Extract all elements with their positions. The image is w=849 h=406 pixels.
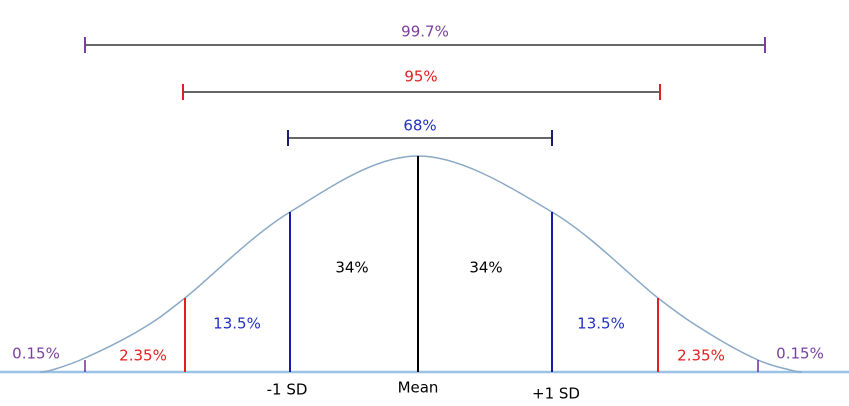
- region-label: 0.15%: [12, 345, 60, 363]
- bracket-label: 68%: [403, 117, 436, 135]
- region-label: 34%: [469, 259, 502, 277]
- region-label: 0.15%: [776, 345, 824, 363]
- region-label: 13.5%: [213, 315, 261, 333]
- region-label: 2.35%: [677, 347, 725, 365]
- bracket: 68%: [287, 117, 553, 146]
- bracket-label: 95%: [404, 68, 437, 86]
- axis-label: -1 SD: [267, 381, 308, 399]
- region-label: 13.5%: [577, 315, 625, 333]
- region-label: 34%: [335, 259, 368, 277]
- bracket-label: 99.7%: [401, 23, 449, 41]
- axis-label: Mean: [398, 379, 439, 397]
- region-label: 2.35%: [119, 347, 167, 365]
- axis-label: +1 SD: [532, 385, 580, 403]
- bracket: 99.7%: [84, 23, 766, 53]
- bracket: 95%: [182, 68, 661, 100]
- bell-curve: [39, 155, 803, 373]
